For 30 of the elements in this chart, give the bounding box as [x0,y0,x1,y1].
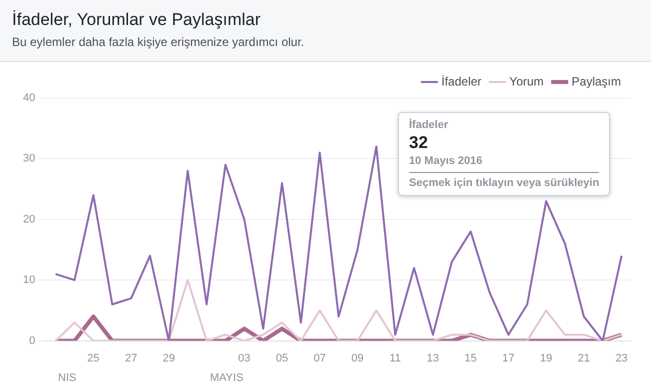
chart-title: İfadeler, Yorumlar ve Paylaşımlar [12,9,262,30]
x-tick-label: 21 [578,352,590,364]
x-tick-label: 03 [238,352,250,364]
x-tick-label: 23 [615,352,628,364]
legend-label: Yorum [509,74,544,88]
x-tick-label: 15 [464,352,477,364]
annotation: 10 Mayıs 2016 [409,155,484,167]
x-tick-label: 05 [276,352,288,364]
y-tick-label: 40 [22,92,36,104]
text: NIS [58,372,76,384]
x-tick-label: 29 [162,352,175,364]
y-tick-label: 20 [22,213,36,226]
y-tick-label: 30 [22,152,36,165]
x-tick-label: 25 [87,352,100,364]
annotation: 32 [409,133,429,153]
x-tick-label: 17 [502,352,515,364]
x-tick-label: 07 [314,352,326,364]
text: MAYIS [210,372,244,384]
y-tick-label: 0 [29,334,36,347]
y-tick-label: 10 [22,274,36,286]
annotation: Seçmek için tıklayın veya sürükleyin [409,177,600,189]
legend-label: Paylaşım [572,74,622,88]
legend-label: İfadeler [441,74,482,88]
x-tick-label: 11 [389,352,401,364]
annotation: İfadeler [409,119,450,131]
x-tick-label: 27 [124,352,138,364]
x-tick-label: 09 [351,352,364,364]
chart-subtitle: Bu eylemler daha fazla kişiye erişmenize yardımcı olur. [12,35,306,49]
x-tick-label: 19 [540,352,552,364]
x-tick-label: 13 [426,352,440,364]
